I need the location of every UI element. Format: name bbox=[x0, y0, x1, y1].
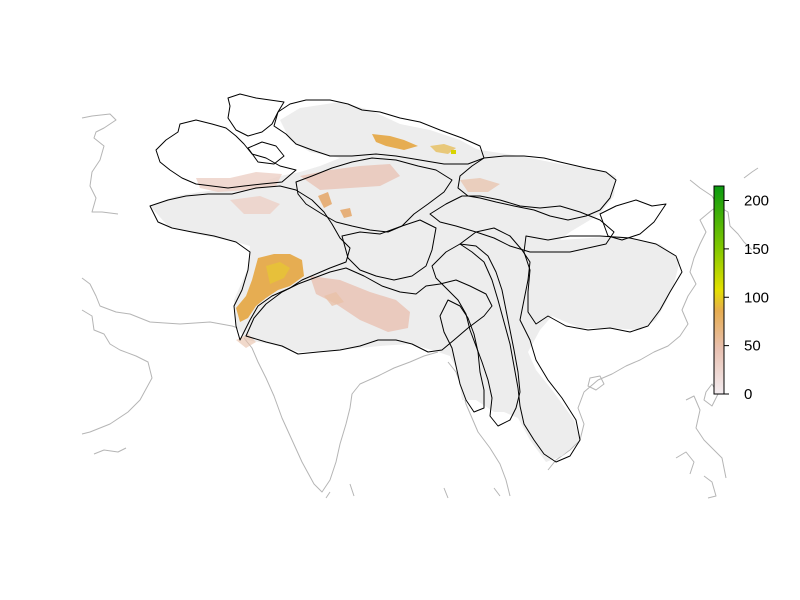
philippines bbox=[675, 395, 727, 499]
colorbar-tick-label: 0 bbox=[744, 386, 752, 403]
oman-coast bbox=[81, 309, 153, 435]
colorbar-tick-label: 150 bbox=[744, 241, 769, 258]
indian-west-coast bbox=[243, 337, 439, 493]
basin-yellow-river bbox=[429, 195, 615, 253]
basin-syr-darya bbox=[227, 93, 285, 137]
basin-indus bbox=[149, 185, 351, 341]
basin-ganges-brahmaputra bbox=[245, 267, 493, 355]
taiwan-island bbox=[703, 383, 719, 407]
coastlines bbox=[81, 113, 759, 499]
sri-lanka bbox=[325, 483, 355, 499]
colorbar-tick-label: 50 bbox=[744, 338, 761, 355]
colorbar-tick-label: 100 bbox=[744, 289, 769, 306]
basin-irrawaddy bbox=[439, 299, 485, 413]
basin-balkhash-lake bbox=[247, 141, 285, 165]
sumatra-fragment bbox=[443, 487, 501, 499]
basin-boundaries bbox=[149, 93, 683, 463]
basin-amur-mongolia bbox=[457, 155, 617, 221]
basin-tsaidam bbox=[341, 219, 437, 281]
colorbar-gradient bbox=[713, 185, 725, 395]
kamchatka-fragment bbox=[743, 167, 759, 179]
colorbar-legend: 200 150 100 50 0 bbox=[713, 185, 769, 403]
colorbar-ticks: 200 150 100 50 0 bbox=[724, 193, 769, 403]
indochina-coast bbox=[547, 201, 725, 471]
basin-mekong bbox=[459, 227, 581, 463]
raster-layer bbox=[150, 102, 680, 462]
basin-hai-liao bbox=[599, 199, 667, 241]
arabian-peninsula-coast bbox=[81, 113, 119, 215]
basin-yangtze bbox=[523, 235, 683, 333]
gulf-fragment bbox=[93, 447, 127, 455]
korea-coast bbox=[689, 179, 753, 251]
basin-tibet-plateau bbox=[295, 157, 453, 233]
persian-gulf-coast bbox=[81, 277, 245, 331]
basin-amu-darya bbox=[155, 119, 297, 189]
colorbar-tick-label: 200 bbox=[744, 193, 769, 210]
hainan-island bbox=[587, 375, 605, 391]
